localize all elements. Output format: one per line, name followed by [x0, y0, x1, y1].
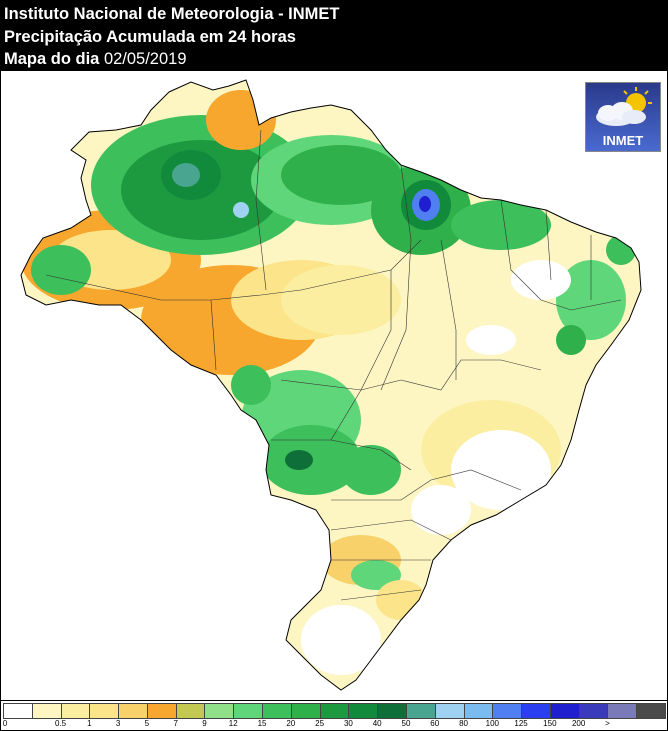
- legend-swatch: [146, 703, 177, 719]
- legend-tick-label: 60: [430, 719, 440, 728]
- legend-tick-label: 20: [286, 719, 296, 728]
- legend-swatch: [434, 703, 465, 719]
- map-date-value: 02/05/2019: [103, 50, 187, 68]
- legend-swatch: [262, 703, 292, 719]
- state-borders: [45, 129, 622, 601]
- legend-tick-label: 1: [87, 719, 92, 728]
- map-date-line: Mapa do dia 02/05/2019: [4, 49, 187, 69]
- legend-tick-label: 40: [372, 719, 382, 728]
- legend-swatch: [118, 703, 148, 719]
- legend-swatch: [348, 703, 379, 719]
- legend-swatch: [521, 703, 551, 719]
- inmet-logo: INMET: [585, 82, 661, 152]
- legend-swatch: [607, 703, 638, 719]
- precipitation-legend: 0 0.5 1 3 5 7 9 12 15 20 25 30 40 50 60 80 100 125 150 200 >: [0, 700, 668, 731]
- legend-swatch: [578, 703, 609, 719]
- legend-tick-label: >: [605, 719, 610, 728]
- legend-tick-label: 50: [401, 719, 411, 728]
- brazil-map: [20, 79, 642, 691]
- legend-swatch: [89, 703, 120, 719]
- map-header: Instituto Nacional de Meteorologia - INM…: [0, 0, 668, 71]
- legend-swatch: [175, 703, 206, 719]
- legend-swatch: [319, 703, 350, 719]
- legend-swatch: [463, 703, 494, 719]
- legend-swatch: [549, 703, 580, 719]
- legend-swatch: [233, 703, 264, 719]
- legend-tick-label: 30: [343, 719, 353, 728]
- legend-swatch: [60, 703, 91, 719]
- legend-tick-label: 12: [228, 719, 238, 728]
- map-date-label: Mapa do dia: [4, 50, 100, 68]
- institute-title: Instituto Nacional de Meteorologia - INM…: [4, 5, 340, 23]
- legend-tick-label: 100: [485, 719, 499, 728]
- precipitation-map: [0, 71, 668, 700]
- legend-swatch: [377, 703, 407, 719]
- logo-text: INMET: [602, 133, 644, 148]
- legend-tick-label: 200: [571, 719, 586, 728]
- legend-tick-label: 25: [315, 719, 325, 728]
- legend-tick-label: 80: [459, 719, 468, 728]
- legend-swatch: [492, 703, 523, 719]
- legend-swatch: [405, 703, 436, 719]
- legend-swatch: [290, 703, 321, 719]
- legend-swatch: [636, 703, 666, 719]
- product-title: Precipitação Acumulada em 24 horas: [4, 28, 296, 46]
- legend-tick-label: 0: [2, 719, 8, 728]
- legend-tick-label: 15: [257, 719, 267, 728]
- legend-tick-label: 5: [144, 719, 150, 728]
- legend-tick-label: 125: [514, 719, 528, 728]
- legend-swatch: [3, 703, 33, 719]
- sun-cloud-icon: [596, 87, 652, 126]
- legend-swatch: [204, 703, 235, 719]
- legend-tick-label: 3: [115, 719, 121, 728]
- legend-tick-label: 0.5: [55, 719, 67, 728]
- legend-swatch: [31, 703, 62, 719]
- legend-tick-label: 9: [202, 719, 207, 728]
- legend-tick-label: 7: [173, 719, 178, 728]
- legend-tick-label: 150: [543, 719, 557, 728]
